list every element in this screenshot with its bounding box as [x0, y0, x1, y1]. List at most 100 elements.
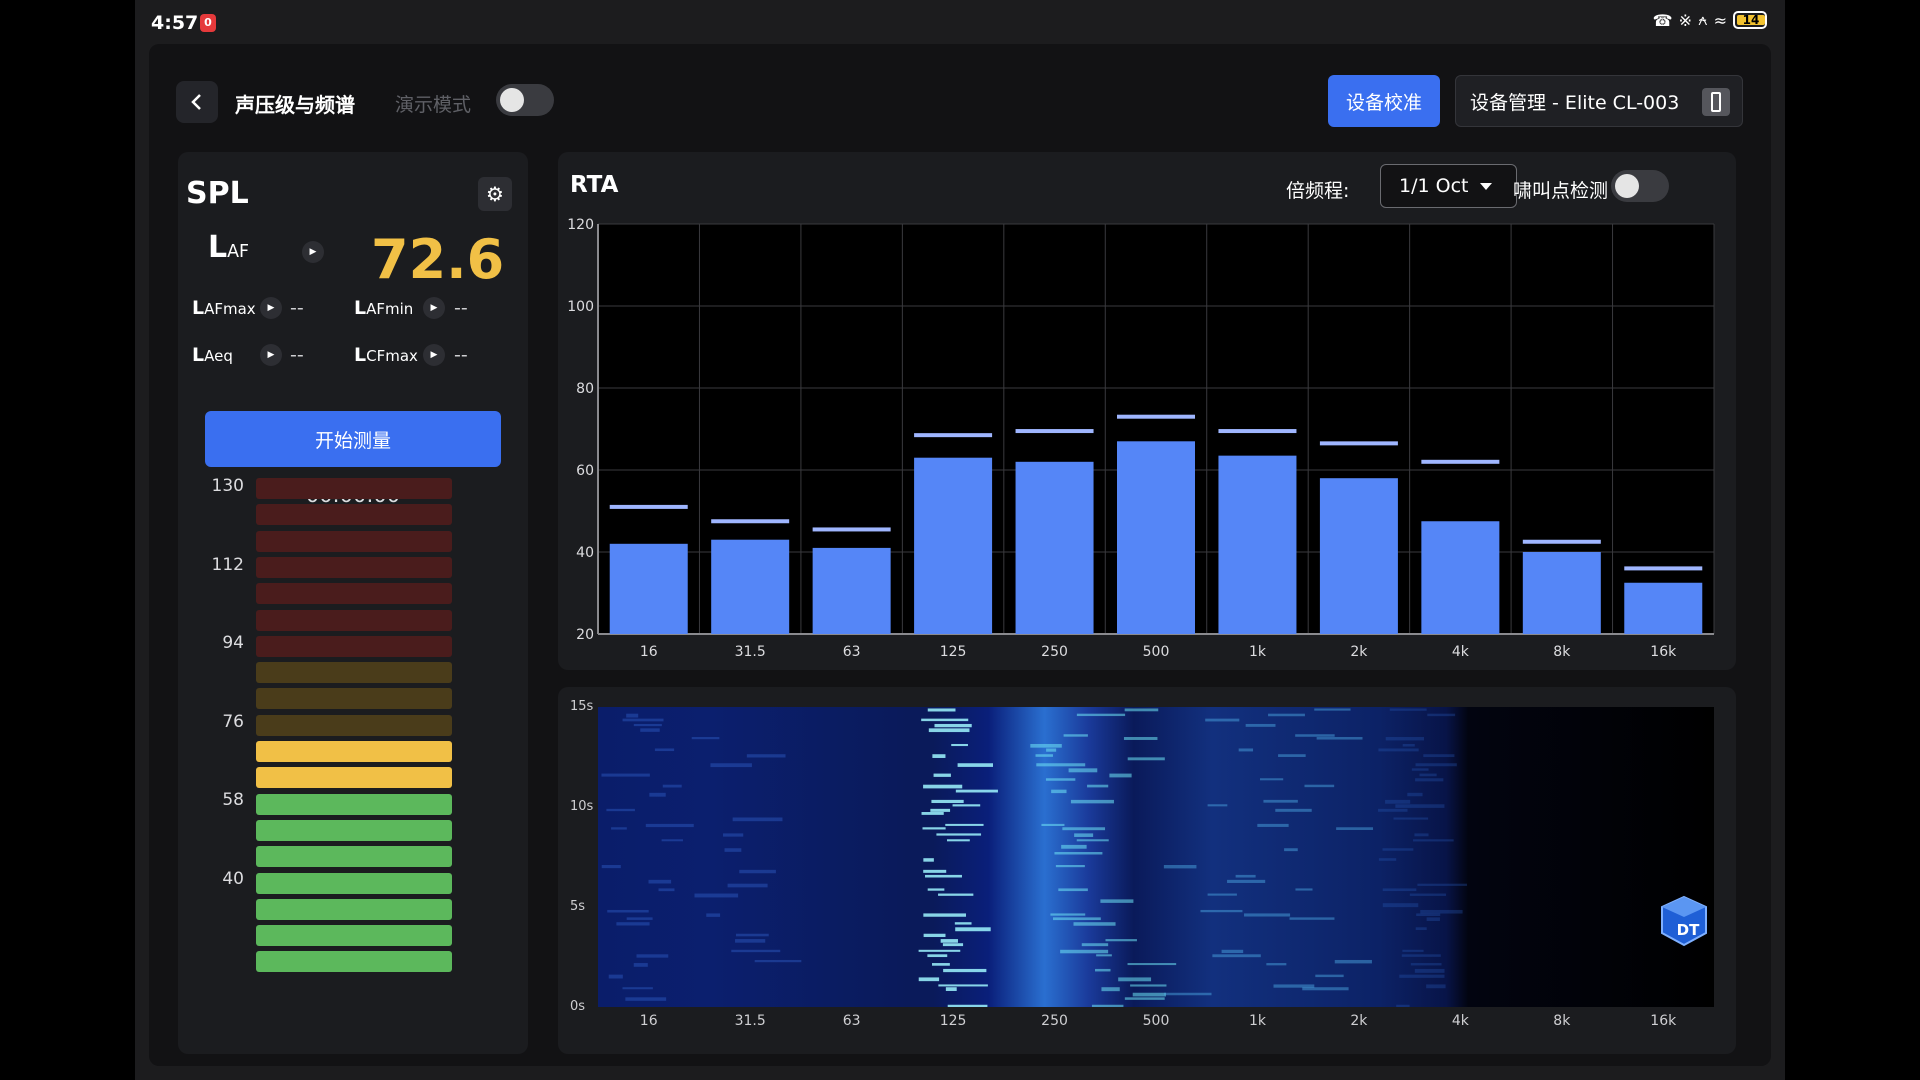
start-measure-button[interactable]: 开始测量 — [205, 411, 501, 467]
spectrogram-streak — [1266, 963, 1287, 966]
spectrogram-streak — [934, 723, 972, 728]
spectrogram-x-label: 2k — [1350, 1013, 1368, 1029]
back-button[interactable] — [176, 81, 218, 123]
rta-bar — [1218, 455, 1297, 634]
rta-chart: 20 40 60 80 100 120 16 31.5 63 125 250 500 1k 2k 4k 8k 1… — [567, 217, 1715, 660]
spectrogram-streak — [1207, 804, 1228, 807]
toggle-knob — [500, 88, 524, 112]
spectrogram-streak — [1094, 968, 1111, 972]
spectrogram-streak — [1055, 864, 1085, 868]
y-tick-label: 20 — [576, 627, 594, 643]
spectrogram-streak — [946, 839, 970, 842]
spectrogram-streak — [1426, 984, 1446, 989]
laeq-label: LAeq — [192, 344, 233, 366]
spectrogram-streak — [1238, 748, 1254, 752]
spectrogram-streak — [1124, 997, 1165, 1000]
app-window: 4:57 0 ☎ ※ ⍲ ≈ 14 声压级与频谱 演示模式 设备校准 设备管理 … — [135, 0, 1785, 1080]
spectrogram-streak — [1393, 817, 1429, 820]
spectrogram-streak — [1315, 974, 1344, 978]
rta-peak-marker — [1624, 566, 1703, 571]
spectrogram-streak — [754, 959, 802, 963]
spectrogram-x-label: 250 — [1041, 1013, 1068, 1029]
spectrogram-streak — [601, 773, 650, 777]
rta-bar — [711, 539, 790, 634]
y-tick-label: 40 — [576, 545, 594, 561]
meter-segment — [256, 688, 452, 710]
spectrogram-streak — [1336, 827, 1374, 830]
spectrogram-streak — [943, 968, 987, 973]
rta-peak-marker — [1522, 539, 1601, 544]
spl-settings-button[interactable]: ⚙ — [478, 177, 512, 211]
spectrogram-streak — [1427, 713, 1456, 717]
lafmax-play-button[interactable]: ▶ — [260, 297, 282, 319]
meter-scale-label: 58 — [222, 790, 244, 811]
spectrogram-streak — [932, 963, 950, 966]
spectrogram-streak — [601, 864, 621, 869]
device-manager-button[interactable]: 设备管理 - Elite CL-003 — [1455, 75, 1743, 127]
spectrogram-streak — [1068, 768, 1098, 773]
spectrogram-streak — [1041, 823, 1065, 827]
status-time: 4:57 — [151, 12, 199, 34]
octave-label: 倍频程: — [1286, 180, 1350, 202]
spectrogram-x-label: 16 — [639, 1013, 658, 1029]
octave-select[interactable]: 1/1 Oct — [1380, 164, 1517, 208]
spectrogram-streak — [1096, 954, 1112, 957]
spectrogram-streak — [1100, 899, 1134, 903]
spectrogram-streak — [1395, 804, 1445, 808]
spectrogram-x-label: 4k — [1451, 1013, 1469, 1029]
spectrogram-streak — [1245, 723, 1276, 727]
spectrogram-streak — [1407, 792, 1423, 797]
howl-detect-toggle[interactable] — [1611, 170, 1669, 202]
calibrate-button[interactable]: 设备校准 — [1328, 75, 1440, 127]
battery-icon: 14 — [1733, 11, 1767, 29]
spectrogram-plot: DT — [598, 707, 1714, 1007]
spectrogram-streak — [1127, 757, 1165, 761]
spectrogram-y-label: 10s — [570, 799, 594, 814]
spectrogram-streak — [731, 949, 781, 953]
spectrogram-streak — [1063, 734, 1088, 737]
spectrogram-y-label: 0s — [570, 999, 586, 1014]
spectrogram-streak — [611, 827, 627, 830]
device-label: 设备管理 - Elite CL-003 — [1470, 91, 1680, 114]
spectrogram-streak — [945, 823, 984, 826]
spectrogram-streak — [636, 954, 669, 958]
meter-segment — [256, 635, 452, 657]
lafmin-label: LAFmin — [354, 297, 414, 319]
spectrogram-streak — [1205, 718, 1240, 722]
laeq-value: -- — [290, 344, 304, 366]
rta-bar — [1117, 441, 1195, 634]
spectrogram-streak — [1101, 987, 1120, 992]
spectrogram-streak — [1382, 888, 1417, 892]
spectrogram-streak — [927, 954, 948, 958]
spectrogram-streak — [1268, 713, 1305, 717]
spectrogram-streak — [1127, 963, 1177, 966]
status-icons: ☎ ※ ⍲ ≈ 14 — [1653, 10, 1767, 30]
spectrogram-streak — [706, 913, 721, 917]
laf-play-button[interactable]: ▶ — [302, 241, 324, 263]
spectrogram-streak — [1411, 768, 1429, 771]
spectrogram-streak — [1295, 888, 1313, 891]
spectrogram-streak — [1061, 844, 1087, 849]
spectrogram-streak — [648, 879, 672, 884]
lcfmax-play-button[interactable]: ▶ — [423, 344, 445, 366]
spectrogram-streak — [923, 869, 947, 873]
chevron-left-icon — [191, 94, 201, 110]
spectrogram-streak — [1402, 949, 1424, 952]
battery-level: 14 — [1737, 14, 1765, 26]
spectrogram-y-label: 15s — [570, 699, 594, 714]
demo-mode-toggle[interactable] — [496, 84, 554, 116]
meter-segment — [256, 767, 452, 789]
meter-scale-label: 112 — [211, 554, 244, 575]
y-tick-label: 100 — [567, 299, 594, 315]
rta-bar — [1015, 461, 1094, 634]
spectrogram-streak — [625, 997, 667, 1001]
spectrogram-streak — [927, 708, 956, 712]
spectrogram-streak — [951, 743, 968, 747]
laeq-play-button[interactable]: ▶ — [260, 344, 282, 366]
x-tick-label: 500 — [1143, 644, 1170, 660]
spectrogram-streak — [1054, 852, 1103, 855]
spectrogram-streak — [938, 893, 974, 896]
rta-bar — [914, 457, 993, 634]
lafmin-play-button[interactable]: ▶ — [423, 297, 445, 319]
spectrogram-streak — [1060, 949, 1109, 954]
